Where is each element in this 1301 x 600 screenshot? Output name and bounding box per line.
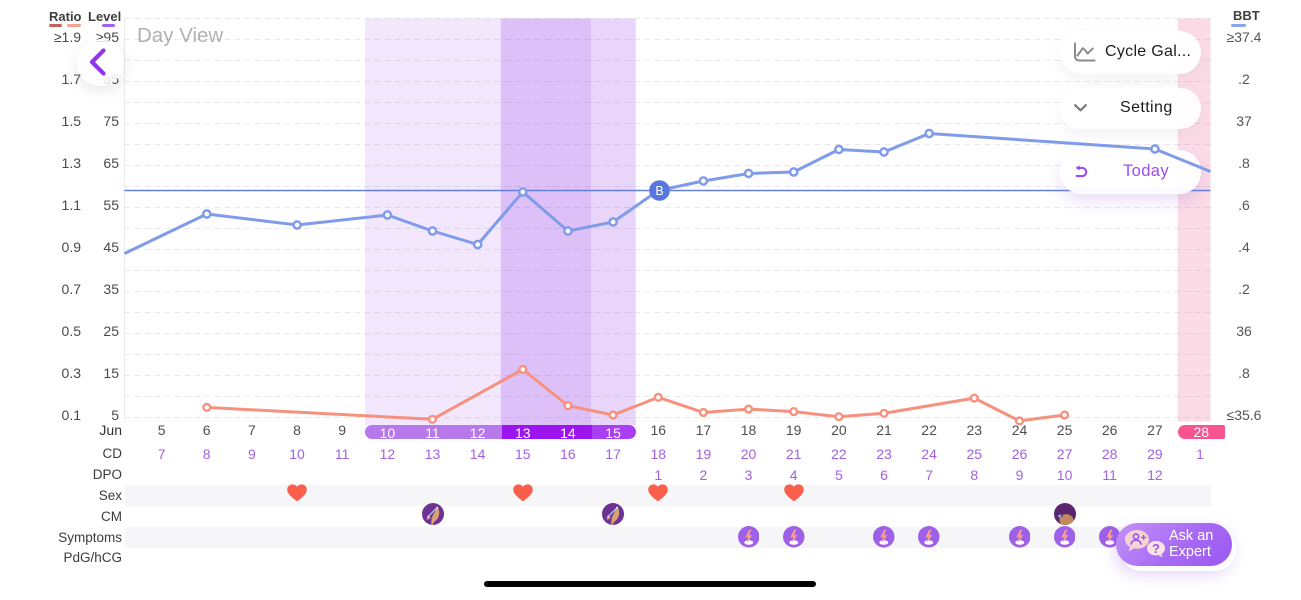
svg-text:?: ? xyxy=(1152,541,1160,556)
svg-text:B: B xyxy=(655,184,663,198)
